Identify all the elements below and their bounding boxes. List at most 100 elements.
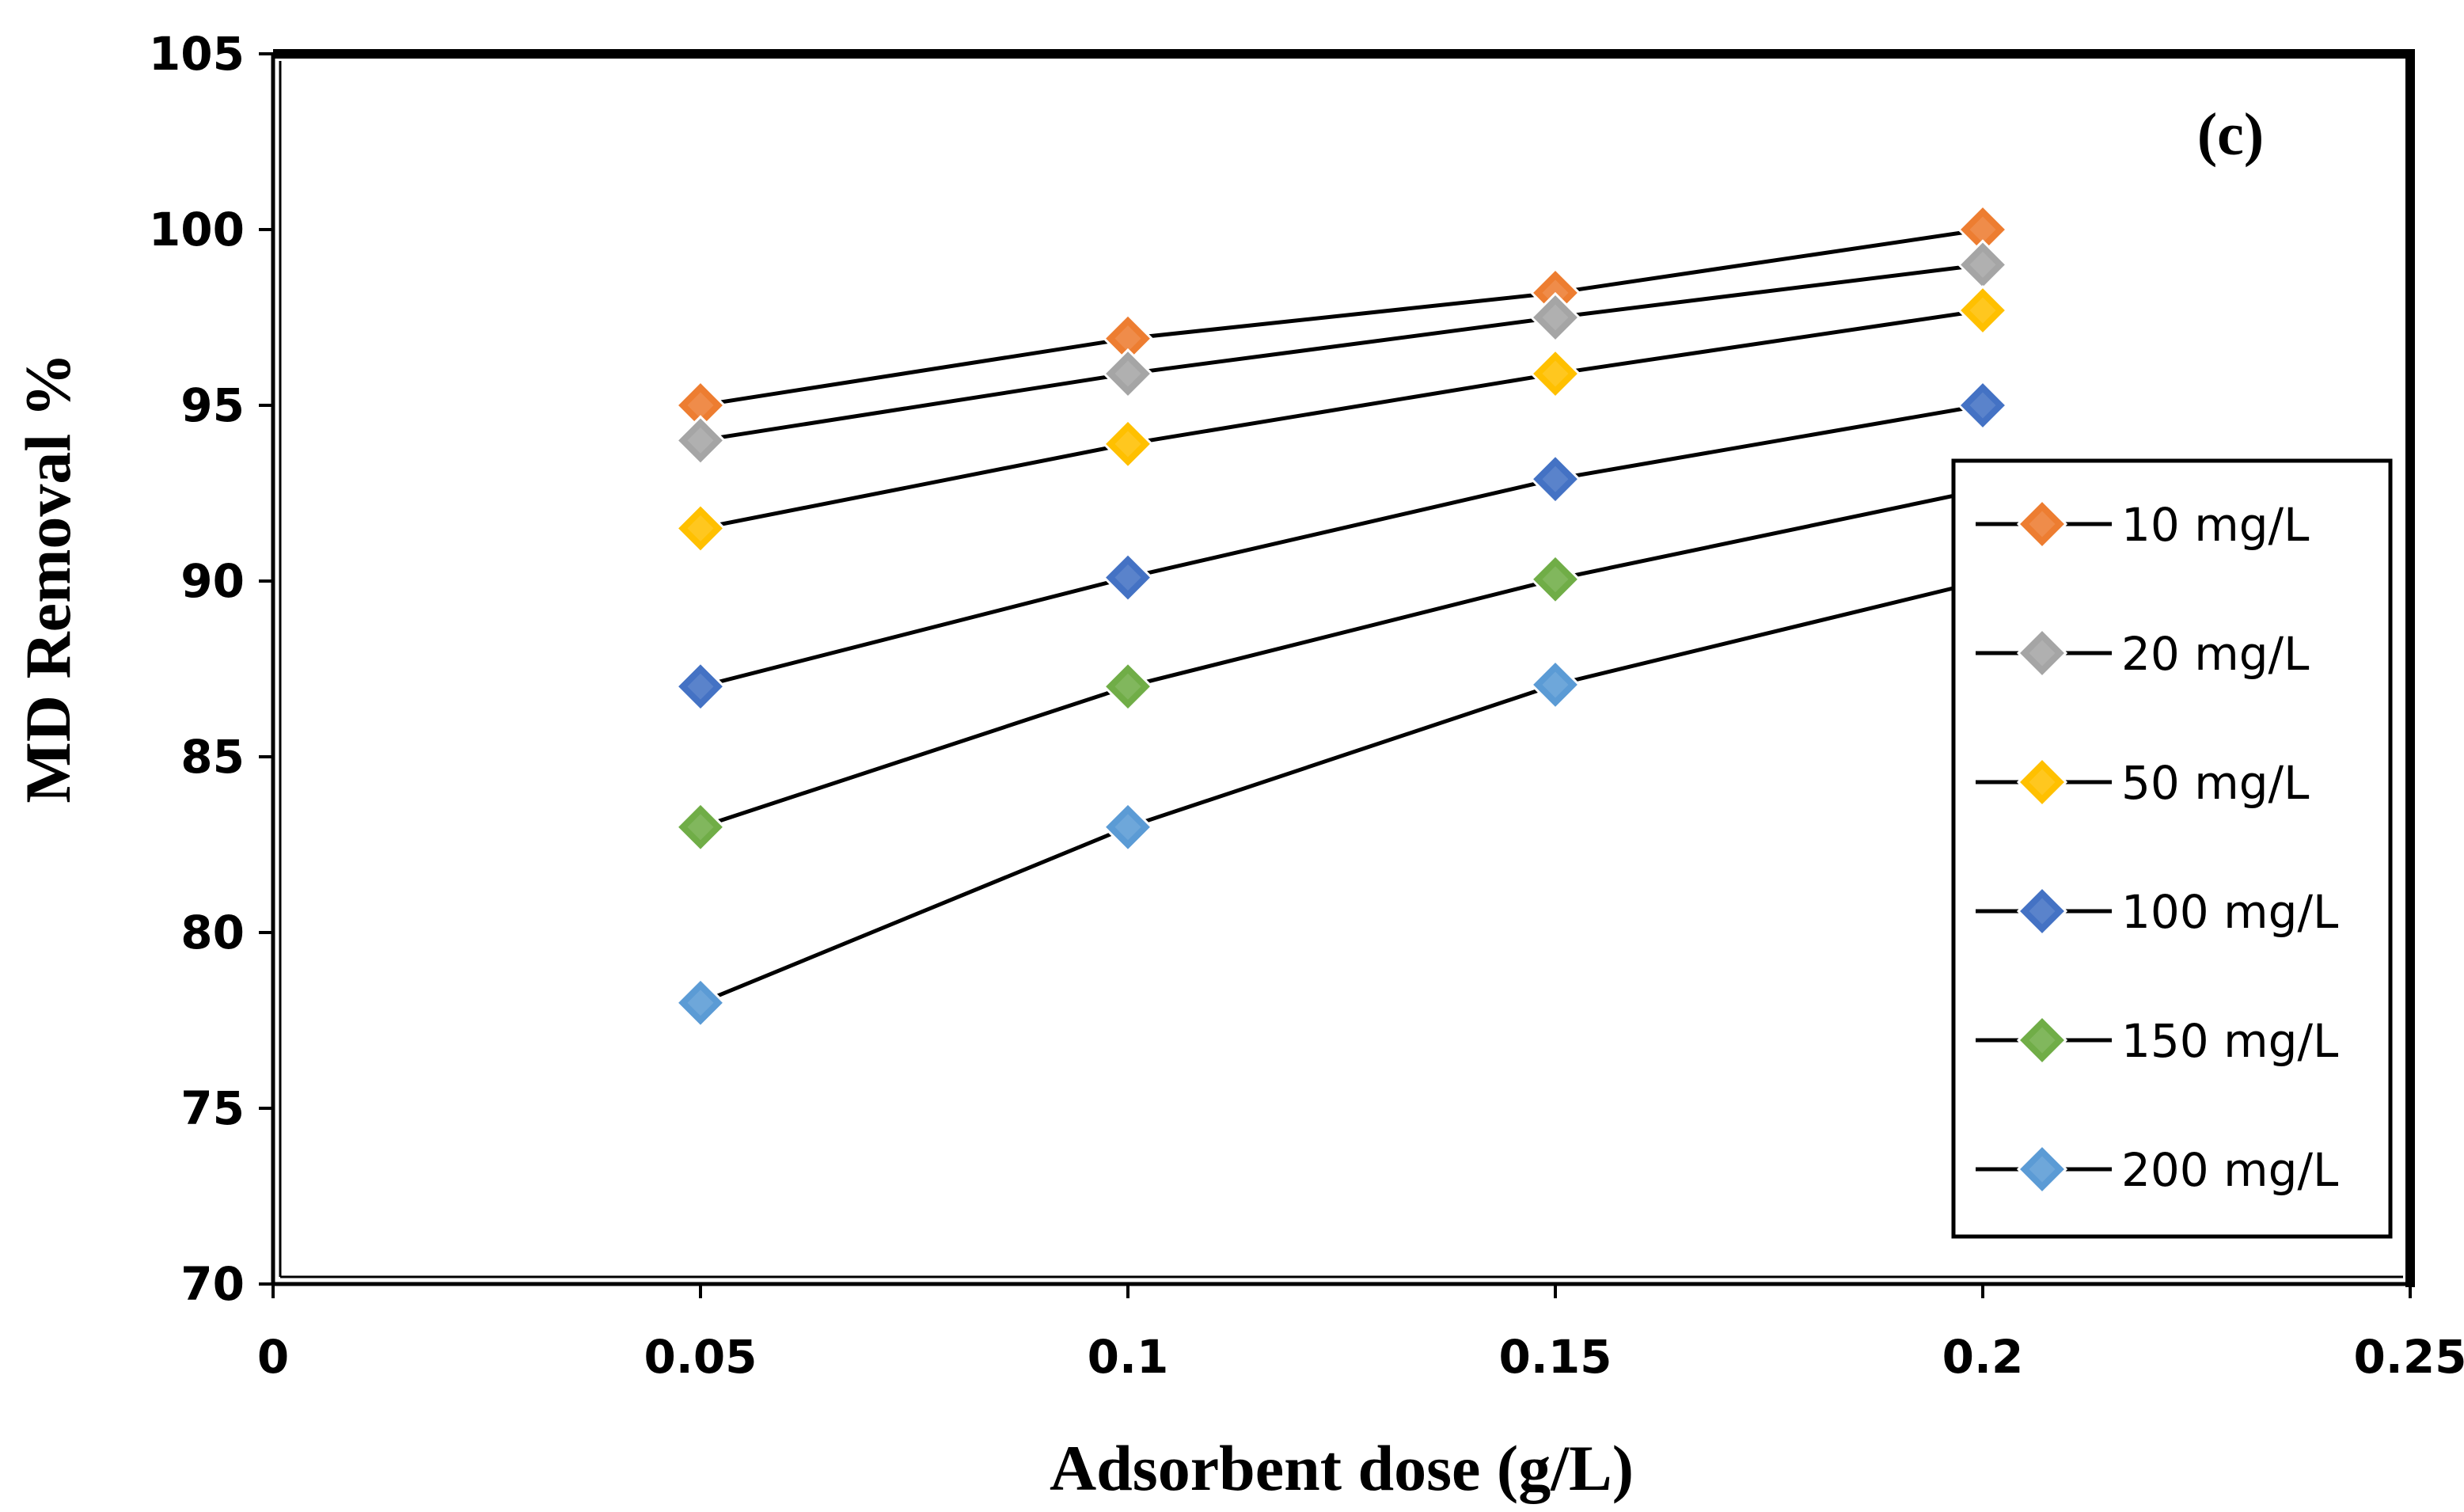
marker-highlight xyxy=(687,515,714,541)
marker-shape xyxy=(1102,348,1154,400)
x-tick-label: 0.25 xyxy=(2353,1330,2464,1384)
marker-shape xyxy=(2016,885,2068,937)
x-axis-title: Adsorbent dose (g/L) xyxy=(1050,1432,1634,1504)
data-point xyxy=(1102,801,1154,853)
marker-shape xyxy=(1957,284,2009,336)
marker-highlight xyxy=(1114,673,1141,700)
marker-shape xyxy=(1529,553,1581,605)
marker-highlight xyxy=(1969,392,1996,419)
legend-label: 10 mg/L xyxy=(2121,498,2309,552)
data-point xyxy=(1529,659,1581,711)
legend-box xyxy=(1951,458,2393,1239)
x-tick-label: 0.05 xyxy=(644,1330,757,1384)
marker-shape xyxy=(1529,348,1581,400)
marker-highlight xyxy=(1542,304,1569,331)
data-point xyxy=(1957,284,2009,336)
x-tick-label: 0 xyxy=(257,1330,289,1384)
legend-item: 100 mg/L xyxy=(1976,885,2338,939)
legend-marker xyxy=(2016,756,2068,808)
x-tick-label: 0.2 xyxy=(1942,1330,2024,1384)
data-point xyxy=(674,415,727,466)
legend-item: 150 mg/L xyxy=(1976,1014,2338,1068)
y-tick-label: 105 xyxy=(149,27,245,81)
series-50-mg-L xyxy=(674,284,2009,554)
marker-highlight xyxy=(1114,431,1141,458)
data-point xyxy=(1529,291,1581,344)
marker-shape xyxy=(2016,498,2068,550)
y-tick-label: 90 xyxy=(180,554,245,608)
y-tick-label: 70 xyxy=(180,1257,245,1311)
marker-highlight xyxy=(687,814,714,841)
marker-highlight xyxy=(1114,325,1141,352)
marker-shape xyxy=(2016,1143,2068,1195)
legend: 10 mg/L 20 mg/L 50 mg/L 100 mg/L 150 mg/L 200… xyxy=(1951,458,2393,1239)
marker-shape xyxy=(1102,552,1154,603)
marker-shape xyxy=(2016,1014,2068,1066)
data-point xyxy=(1102,661,1154,712)
marker-shape xyxy=(1957,379,2009,431)
legend-item: 10 mg/L xyxy=(1976,498,2309,552)
legend-label: 150 mg/L xyxy=(2121,1014,2338,1068)
legend-label: 20 mg/L xyxy=(2121,627,2309,681)
legend-item: 50 mg/L xyxy=(1976,756,2309,810)
marker-highlight xyxy=(1542,360,1569,387)
data-point xyxy=(674,801,727,853)
marker-shape xyxy=(1529,454,1581,505)
marker-highlight xyxy=(687,392,714,419)
series-line xyxy=(700,579,1984,1005)
legend-marker xyxy=(2016,1143,2068,1195)
marker-shape xyxy=(2016,756,2068,808)
plot-frame xyxy=(271,49,2415,1287)
x-axis-ticks: 0 0.05 0.1 0.15 0.2 0.25 xyxy=(257,1284,2464,1384)
legend-label: 200 mg/L xyxy=(2121,1143,2338,1197)
marker-highlight xyxy=(1542,671,1569,698)
legend-marker xyxy=(2016,498,2068,550)
y-tick-label: 80 xyxy=(180,906,245,959)
series-line xyxy=(700,262,1984,443)
data-point xyxy=(1102,418,1154,469)
y-axis-ticks: 70 75 80 85 90 95 100 105 xyxy=(149,27,273,1311)
data-point xyxy=(1529,348,1581,400)
marker-highlight xyxy=(2029,1156,2056,1183)
data-point xyxy=(1957,203,2009,256)
legend-marker xyxy=(2016,885,2068,937)
y-tick-label: 75 xyxy=(180,1081,245,1135)
marker-highlight xyxy=(1114,814,1141,841)
marker-highlight xyxy=(1542,465,1569,492)
series-line xyxy=(700,403,1984,689)
data-point xyxy=(1102,348,1154,400)
marker-shape xyxy=(674,415,727,466)
y-tick-label: 100 xyxy=(149,203,245,256)
x-tick-label: 0.15 xyxy=(1498,1330,1612,1384)
marker-highlight xyxy=(2029,640,2056,667)
marker-highlight xyxy=(1114,360,1141,387)
legend-marker xyxy=(2016,627,2068,679)
y-tick-label: 95 xyxy=(180,378,245,432)
marker-highlight xyxy=(1969,216,1996,243)
legend-marker xyxy=(2016,1014,2068,1066)
series-line xyxy=(700,308,1984,530)
data-point xyxy=(674,503,727,554)
legend-item: 200 mg/L xyxy=(1976,1143,2338,1197)
marker-shape xyxy=(1102,801,1154,853)
data-point xyxy=(1529,553,1581,605)
panel-label: (c) xyxy=(2197,101,2264,168)
x-tick-label: 0.1 xyxy=(1088,1330,1169,1384)
data-point xyxy=(1957,239,2009,291)
y-axis-title: MD Removal % xyxy=(12,352,84,803)
series-line xyxy=(700,488,1984,830)
marker-shape xyxy=(674,503,727,554)
marker-highlight xyxy=(2029,898,2056,925)
marker-highlight xyxy=(1969,251,1996,278)
data-point xyxy=(1529,454,1581,505)
marker-highlight xyxy=(1969,297,1996,324)
marker-highlight xyxy=(1542,566,1569,593)
marker-shape xyxy=(1529,291,1581,344)
marker-highlight xyxy=(687,427,714,454)
marker-highlight xyxy=(2029,1027,2056,1054)
marker-shape xyxy=(2016,627,2068,679)
marker-shape xyxy=(1529,659,1581,711)
legend-label: 100 mg/L xyxy=(2121,885,2338,939)
data-point xyxy=(674,977,727,1028)
